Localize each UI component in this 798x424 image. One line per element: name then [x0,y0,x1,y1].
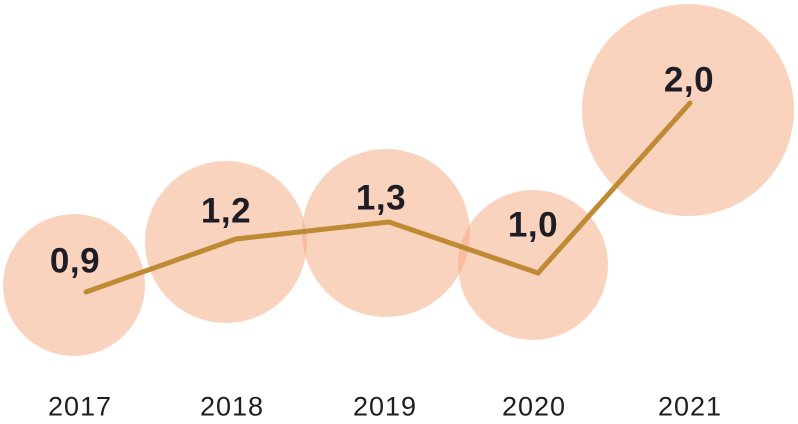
value-label-2017: 0,9 [50,242,100,281]
year-label-2021: 2021 [658,392,722,422]
value-label-2019: 1,3 [356,179,406,218]
trend-line [83,100,693,295]
bubble-2020 [458,190,608,340]
value-label-2020: 1,0 [508,206,558,245]
year-label-2019: 2019 [353,392,417,422]
value-label-2018: 1,2 [201,192,251,231]
year-label-2018: 2018 [200,392,264,422]
value-label-2021: 2,0 [664,61,714,100]
bubble-2021 [582,4,794,216]
year-label-2017: 2017 [48,392,112,422]
bubble-2019 [302,149,470,317]
year-label-2020: 2020 [502,392,566,422]
bubble-2017 [3,214,145,356]
